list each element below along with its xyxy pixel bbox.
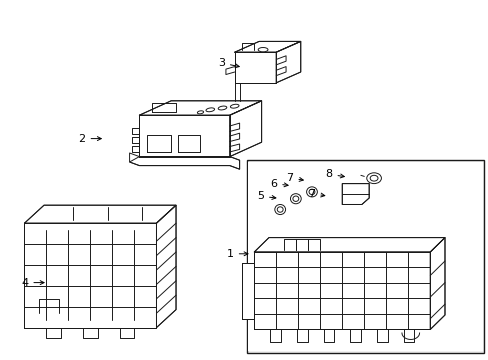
Ellipse shape bbox=[258, 48, 267, 52]
Ellipse shape bbox=[197, 111, 203, 114]
Polygon shape bbox=[156, 205, 176, 328]
Polygon shape bbox=[254, 252, 429, 329]
Ellipse shape bbox=[292, 196, 298, 202]
Polygon shape bbox=[234, 41, 300, 52]
Ellipse shape bbox=[277, 207, 283, 212]
Text: 2: 2 bbox=[78, 134, 101, 144]
Polygon shape bbox=[139, 115, 229, 157]
Bar bbox=[247, 162, 482, 351]
Ellipse shape bbox=[308, 189, 314, 194]
Ellipse shape bbox=[274, 204, 285, 215]
Polygon shape bbox=[24, 205, 176, 223]
Ellipse shape bbox=[369, 175, 377, 181]
Ellipse shape bbox=[290, 194, 301, 204]
Text: 3: 3 bbox=[218, 58, 239, 68]
Bar bbox=[246, 160, 483, 353]
Polygon shape bbox=[276, 41, 300, 83]
Ellipse shape bbox=[306, 187, 317, 197]
Polygon shape bbox=[234, 52, 276, 83]
Text: 7: 7 bbox=[285, 173, 303, 183]
Text: 7: 7 bbox=[307, 189, 324, 199]
Polygon shape bbox=[254, 238, 444, 252]
Polygon shape bbox=[24, 223, 156, 328]
Polygon shape bbox=[129, 157, 239, 169]
Text: 8: 8 bbox=[325, 169, 344, 179]
Ellipse shape bbox=[366, 173, 381, 184]
Polygon shape bbox=[229, 101, 261, 157]
Polygon shape bbox=[242, 263, 254, 319]
Ellipse shape bbox=[205, 108, 214, 112]
Text: 1: 1 bbox=[226, 249, 247, 259]
Ellipse shape bbox=[230, 104, 239, 108]
Text: 5: 5 bbox=[257, 191, 275, 201]
Polygon shape bbox=[139, 101, 261, 115]
Polygon shape bbox=[429, 238, 444, 329]
Text: 6: 6 bbox=[270, 179, 287, 189]
Polygon shape bbox=[342, 184, 368, 204]
Ellipse shape bbox=[218, 106, 226, 110]
Text: 4: 4 bbox=[21, 278, 44, 288]
